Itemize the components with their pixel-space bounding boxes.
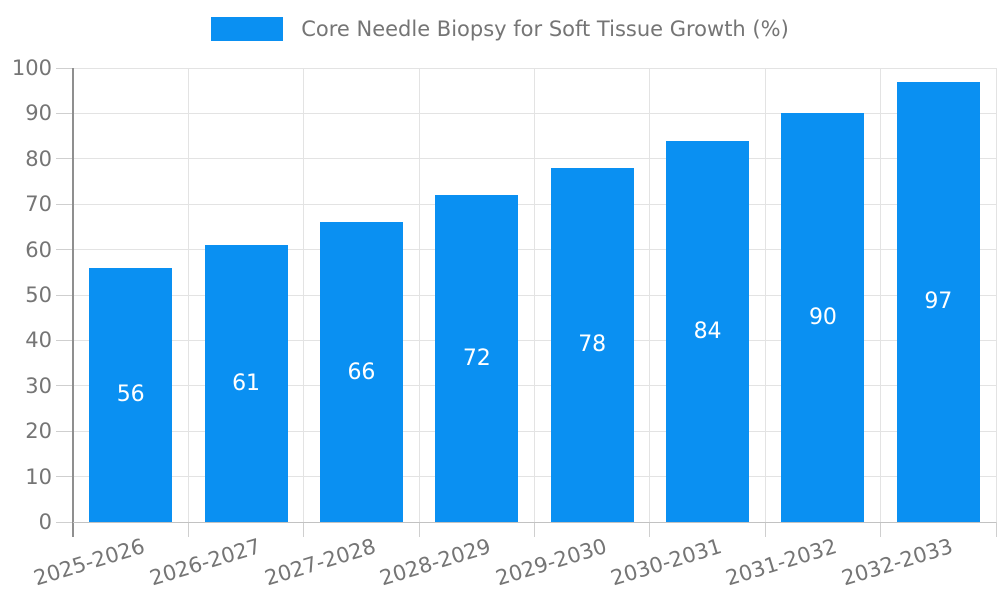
gridline-vertical [418,68,420,522]
y-axis-tick [56,476,73,478]
y-axis-tick [56,339,73,341]
bar: 78 [550,167,634,522]
y-axis-tick [56,158,73,160]
bar: 56 [89,267,173,522]
gridline-vertical [649,68,651,522]
legend: Core Needle Biopsy for Soft Tissue Growt… [0,17,1000,41]
y-axis-tick-label: 40 [25,328,52,353]
x-axis-line [73,522,996,523]
y-axis-tick-label: 50 [25,283,52,307]
bar-value-label: 84 [693,318,722,344]
x-axis-tick [649,522,651,537]
bar-value-label: 90 [808,305,837,331]
bar: 84 [666,140,750,522]
x-axis-tick-label: 2032-2033 [838,534,956,591]
bar: 72 [435,195,519,522]
bar-value-label: 61 [232,371,261,397]
x-axis-tick [303,522,305,537]
y-axis-tick [56,385,73,387]
y-axis-tick [56,521,73,523]
y-axis-tick-label: 30 [25,373,52,398]
y-axis-tick [56,249,73,251]
gridline-vertical [187,68,189,522]
bar-value-label: 78 [578,332,607,358]
x-axis-tick-label: 2028-2029 [377,534,494,591]
gridline-vertical [534,68,535,522]
y-axis-tick-label: 0 [38,510,52,534]
y-axis-tick-label: 80 [25,146,52,171]
gridline-vertical [764,68,766,522]
gridline-vertical [880,68,882,522]
x-axis-tick-label: 2027-2028 [261,534,379,591]
y-axis-tick [56,203,73,205]
y-axis-tick-label: 10 [25,464,52,489]
x-axis-tick [880,522,882,537]
x-axis-tick-label: 2029-2030 [492,534,610,591]
x-axis-tick-label: 2031-2032 [723,534,840,591]
x-axis-tick-label: 2026-2027 [146,534,264,591]
y-axis-tick-label: 100 [11,56,52,80]
x-axis-tick [418,522,420,537]
x-axis-tick [187,522,189,537]
bar-value-label: 97 [924,289,953,315]
x-axis-tick [995,522,997,537]
y-axis-tick [56,67,73,69]
bar-value-label: 56 [116,382,145,408]
gridline-vertical [303,68,305,522]
bar-value-label: 66 [347,359,376,385]
gridline-vertical [995,68,997,522]
legend-swatch [211,17,284,41]
legend-label: Core Needle Biopsy for Soft Tissue Growt… [301,17,789,41]
bar: 90 [781,113,865,522]
plot-area: 56 61 66 72 78 84 90 97 [73,67,997,522]
bar: 97 [896,81,980,522]
x-axis-tick [534,522,535,537]
x-axis-tick-label: 2030-2031 [608,534,725,591]
y-axis-tick-label: 20 [25,419,52,444]
y-axis-line [72,68,74,537]
bar-value-label: 72 [462,346,491,372]
y-axis-tick [56,430,73,432]
y-axis-tick-label: 70 [25,192,52,217]
bar: 66 [319,222,403,522]
x-axis-tick-label: 2025-2026 [31,534,148,591]
y-axis-tick [56,294,73,296]
y-axis-tick-label: 90 [25,101,52,126]
bar: 61 [204,245,288,522]
x-axis-tick [764,522,766,537]
y-axis-tick [56,112,73,114]
y-axis-tick-label: 60 [25,237,52,262]
